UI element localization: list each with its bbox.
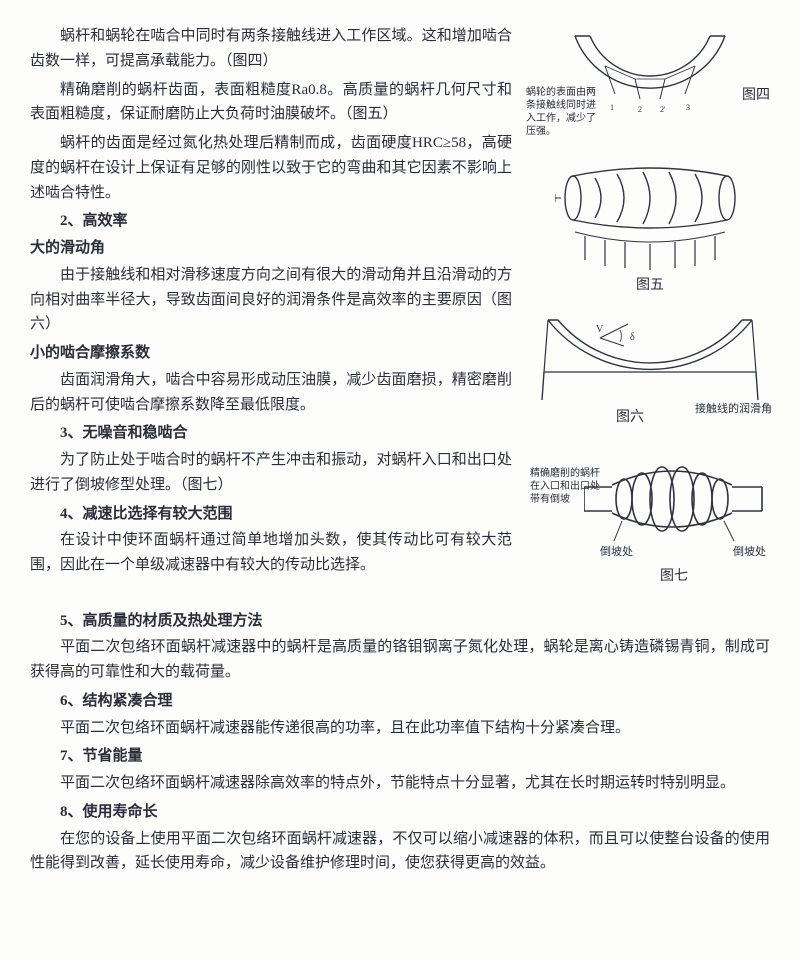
figure-7-left-annot: 精确磨削的蜗杆在入口和出口处带有倒坡 (530, 467, 600, 506)
svg-text:1: 1 (610, 103, 614, 112)
para-3: 蜗杆的齿面是经过氮化热处理后精制而成，齿面硬度HRC≥58，高硬度的蜗杆在设计上… (30, 131, 512, 205)
heading-2: 2、高效率 (30, 209, 512, 234)
figure-7-svg (584, 449, 764, 549)
heading-3: 3、无噪音和稳啮合 (30, 421, 512, 446)
para-8: 平面二次包络环面蜗杆减速器中的蜗杆是高质量的铬钼钢离子氮化处理，蜗轮是离心铸造磷… (30, 635, 770, 685)
figure-7-caption: 图七 (660, 567, 688, 587)
main-text-column: 蜗杆和蜗轮在啮合中同时有两条接触线进入工作区域。这和增加啮合齿数一样，可提高承载… (30, 24, 512, 603)
figure-7-label-2: 倒坡处 (733, 545, 766, 560)
heading-6: 6、结构紧凑合理 (30, 689, 770, 714)
figure-5: 图五 (530, 154, 770, 296)
para-1: 蜗杆和蜗轮在啮合中同时有两条接触线进入工作区域。这和增加啮合齿数一样，可提高承载… (30, 24, 512, 74)
para-2: 精确磨削的蜗杆齿面，表面粗糙度Ra0.8。高质量的蜗杆几何尺寸和表面粗糙度，保证… (30, 78, 512, 128)
heading-5: 5、高质量的材质及热处理方法 (30, 609, 770, 634)
fullwidth-text: 5、高质量的材质及热处理方法 平面二次包络环面蜗杆减速器中的蜗杆是高质量的铬钼钢… (30, 609, 770, 877)
figure-6: V δ 图六 接触线的润滑角 (530, 310, 770, 435)
heading-4: 4、减速比选择有较大范围 (30, 502, 512, 527)
figure-4-caption: 图四 (742, 86, 770, 106)
figure-7: 精确磨削的蜗杆在入口和出口处带有倒坡 倒坡处 倒坡处 图七 (530, 449, 770, 589)
para-9: 平面二次包络环面蜗杆减速器能传递很高的功率，且在此功率值下结构十分紧凑合理。 (30, 716, 770, 741)
figure-5-svg (555, 154, 745, 274)
svg-text:2: 2 (638, 105, 642, 114)
para-6: 为了防止处于啮合时的蜗杆不产生冲击和振动，对蜗杆入口和出口处进行了倒坡修型处理。… (30, 448, 512, 498)
para-10: 平面二次包络环面蜗杆减速器除高效率的特点外，节能特点十分显著，尤其在长时期运转时… (30, 771, 770, 796)
figure-5-caption: 图五 (530, 276, 770, 296)
figure-7-label-1: 倒坡处 (600, 545, 633, 560)
svg-text:3: 3 (686, 103, 690, 112)
svg-text:V: V (596, 324, 604, 335)
figure-4-annotation: 蜗轮的表面由两条接触线同时进入工作，减少了压强。 (526, 86, 596, 138)
svg-text:δ: δ (630, 332, 635, 343)
figure-column: 1 2 2' 3 蜗轮的表面由两条接触线同时进入工作，减少了压强。 图四 (530, 24, 770, 603)
subhead-2b: 小的啮合摩擦系数 (30, 341, 512, 366)
subhead-2a: 大的滑动角 (30, 236, 512, 261)
para-5: 齿面润滑角大，啮合中容易形成动压油膜，减少齿面磨损，精密磨削后的蜗杆可使啮合摩擦… (30, 368, 512, 418)
heading-7: 7、节省能量 (30, 744, 770, 769)
figure-6-right-annot: 接触线的润滑角 (695, 402, 772, 417)
heading-8: 8、使用寿命长 (30, 800, 770, 825)
figure-6-svg: V δ (540, 310, 760, 405)
para-7: 在设计中使环面蜗杆通过简单地增加头数，使其传动比可有较大范围，因此在一个单级减速… (30, 528, 512, 578)
para-11: 在您的设备上使用平面二次包络环面蜗杆减速器，不仅可以缩小减速器的体积，而且可以使… (30, 827, 770, 877)
svg-text:2': 2' (660, 105, 666, 114)
figure-4: 1 2 2' 3 蜗轮的表面由两条接触线同时进入工作，减少了压强。 图四 (530, 24, 770, 140)
figure-6-caption: 图六 (616, 408, 644, 428)
para-4: 由于接触线和相对滑移速度方向之间有很大的滑动角并且沿滑动的方向相对曲率半径大，导… (30, 263, 512, 337)
